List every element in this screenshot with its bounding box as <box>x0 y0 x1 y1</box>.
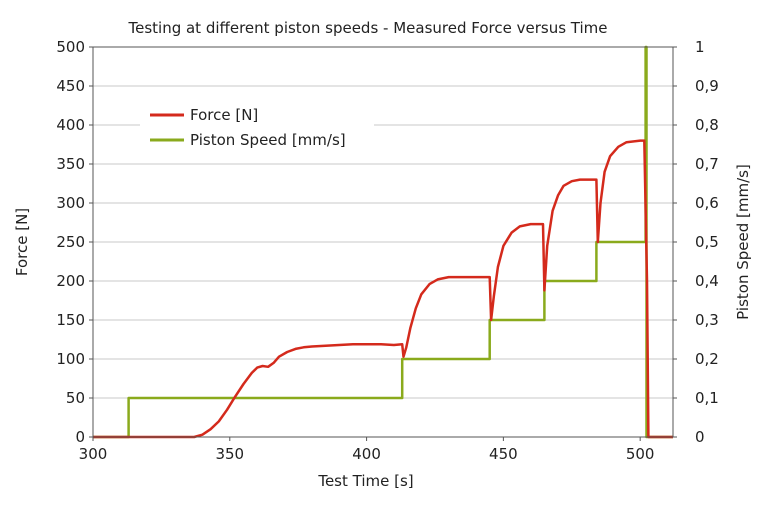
y2-axis-label: Piston Speed [mm/s] <box>734 164 752 320</box>
y-tick-label: 200 <box>56 272 85 290</box>
legend: Force [N] Piston Speed [mm/s] <box>140 97 374 160</box>
y2-tick-label: 0,1 <box>695 389 719 407</box>
legend-box <box>140 97 374 160</box>
x-tick-label: 500 <box>626 445 655 463</box>
y2-tick-label: 0,4 <box>695 272 719 290</box>
y-axis-label: Force [N] <box>13 208 31 276</box>
y2-tick-label: 0,5 <box>695 233 719 251</box>
y2-tick-label: 0,2 <box>695 350 719 368</box>
x-axis-label: Test Time [s] <box>317 472 413 490</box>
y-tick-label: 50 <box>66 389 85 407</box>
x-tick-label: 350 <box>215 445 244 463</box>
y-tick-label: 300 <box>56 194 85 212</box>
chart-title: Testing at different piston speeds - Mea… <box>127 19 607 37</box>
y-tick-label: 400 <box>56 116 85 134</box>
y-tick-label: 350 <box>56 155 85 173</box>
legend-label-force: Force [N] <box>190 106 258 124</box>
y-tick-label: 250 <box>56 233 85 251</box>
y2-tick-label: 0,7 <box>695 155 719 173</box>
x-axis-ticks: 300 350 400 450 500 <box>79 437 655 463</box>
y2-tick-label: 0,9 <box>695 77 719 95</box>
legend-label-piston-speed: Piston Speed [mm/s] <box>190 131 346 149</box>
y-axis-ticks: 0 50 100 150 200 250 300 350 400 450 500 <box>56 38 93 446</box>
y-tick-label: 450 <box>56 77 85 95</box>
y-tick-label: 100 <box>56 350 85 368</box>
x-tick-label: 300 <box>79 445 108 463</box>
x-tick-label: 450 <box>489 445 518 463</box>
y-tick-label: 0 <box>75 428 85 446</box>
y-tick-label: 500 <box>56 38 85 56</box>
grid <box>93 85 673 399</box>
y2-tick-label: 0 <box>695 428 705 446</box>
y-tick-label: 150 <box>56 311 85 329</box>
y2-axis-ticks: 0 0,1 0,2 0,3 0,4 0,5 0,6 0,7 0,8 0,9 1 <box>673 38 719 446</box>
series-line-force <box>93 139 673 439</box>
y2-tick-label: 0,8 <box>695 116 719 134</box>
y2-tick-label: 1 <box>695 38 705 56</box>
x-tick-label: 400 <box>352 445 381 463</box>
y2-tick-label: 0,6 <box>695 194 719 212</box>
y2-tick-label: 0,3 <box>695 311 719 329</box>
